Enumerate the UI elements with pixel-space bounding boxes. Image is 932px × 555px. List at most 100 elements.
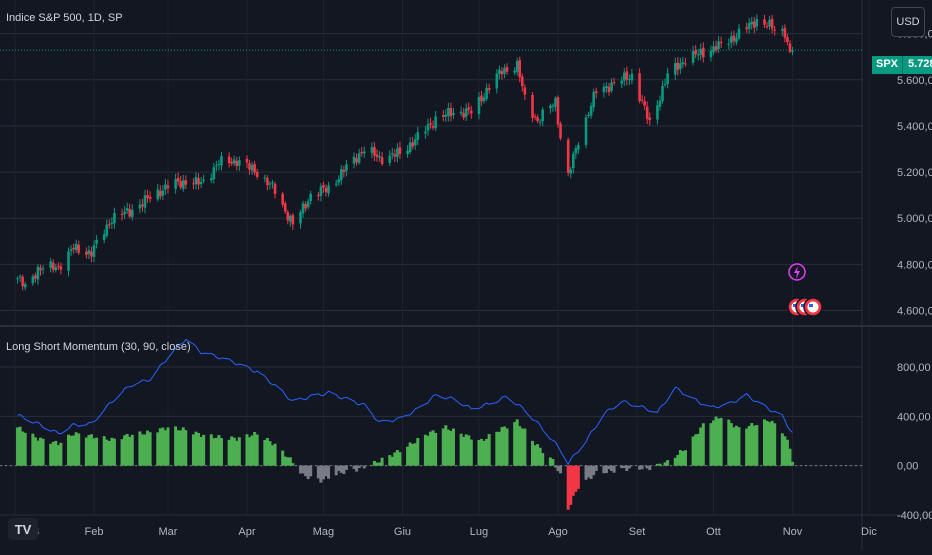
histogram-bar [462, 436, 466, 466]
flag-canton [801, 304, 805, 307]
histogram-bar [184, 430, 188, 466]
histogram-bar [89, 434, 93, 466]
indicator-title[interactable]: Long Short Momentum (30, 90, close) [6, 341, 191, 353]
candle-body [289, 215, 292, 222]
histogram-bar [273, 443, 277, 466]
price-tick-label: 5.400,00 [897, 121, 932, 133]
candle-body [714, 46, 718, 51]
candle-body [164, 184, 167, 190]
histogram-bar [380, 457, 384, 466]
histogram-bar [770, 420, 774, 466]
candle-body [21, 276, 24, 287]
histogram-bar [357, 465, 361, 469]
time-tick-label: Mar [158, 526, 177, 538]
histogram-bar [321, 465, 325, 480]
candle-body [424, 131, 427, 134]
candle-body [373, 146, 376, 156]
histogram-bar [413, 443, 417, 466]
histogram-bar [54, 440, 58, 466]
histogram-bar [174, 426, 178, 466]
candle-body [717, 41, 720, 49]
histogram-bar [788, 448, 792, 466]
histogram-bar [594, 465, 598, 471]
histogram-bar [607, 465, 611, 470]
candle-body [464, 108, 468, 117]
histogram-bar [569, 465, 573, 505]
candle-body [781, 29, 784, 31]
candle-body [18, 276, 22, 278]
histogram-bar [640, 465, 644, 470]
candle-body [238, 160, 241, 166]
symbol-title[interactable]: Indice S&P 500, 1D, SP [6, 12, 123, 24]
histogram-bar [643, 465, 647, 467]
candle-body [209, 178, 213, 181]
candle-body [485, 87, 488, 99]
histogram-bar [209, 434, 213, 466]
histogram-bar [372, 460, 376, 466]
histogram-bar [699, 427, 703, 466]
candle-body [441, 115, 445, 117]
candle-body [640, 99, 644, 101]
histogram-bar [574, 465, 578, 492]
candle-body [23, 284, 27, 288]
histogram-bar [148, 432, 152, 466]
histogram-bar [627, 465, 631, 469]
histogram-bar [283, 456, 287, 466]
histogram-bar [755, 425, 759, 466]
candle-body [360, 151, 363, 154]
histogram-bar [480, 438, 484, 466]
time-tick-label: Apr [238, 526, 255, 538]
candle-body [396, 148, 399, 158]
histogram-bar [219, 438, 223, 466]
histogram-bar [112, 438, 116, 466]
histogram-bar [495, 431, 499, 466]
histogram-bar [729, 423, 733, 466]
candle-body [74, 243, 78, 251]
histogram-bar [59, 442, 63, 466]
histogram-bar [199, 437, 203, 466]
candle-body [712, 46, 715, 53]
candle-body [248, 163, 251, 170]
histogram-bar [123, 435, 127, 466]
histogram-bar [67, 434, 71, 466]
histogram-bar [694, 434, 698, 466]
momentum-line [17, 338, 793, 466]
histogram-bar [612, 465, 616, 473]
candle-body [459, 111, 463, 114]
histogram-bar [74, 432, 78, 466]
candle-body [304, 204, 307, 209]
candle-body [217, 163, 221, 165]
histogram-bar [355, 465, 359, 472]
currency-button[interactable]: USD [891, 7, 925, 37]
candle-body [148, 196, 152, 199]
candle-body [498, 69, 501, 74]
candle-body [515, 61, 519, 72]
momentum-tick-label: 400,00 [897, 411, 931, 423]
candle-body [768, 20, 771, 27]
histogram-bar [750, 423, 754, 466]
candle-body [656, 105, 659, 120]
histogram-bar [589, 465, 593, 479]
candle-body [181, 180, 185, 189]
candle-body [587, 114, 590, 116]
candle-body [571, 153, 575, 169]
candle-body [380, 157, 384, 164]
histogram-bar [752, 425, 756, 466]
histogram-bar [288, 457, 292, 466]
histogram-bar [711, 420, 715, 466]
candle-body [447, 108, 450, 117]
histogram-bar [638, 465, 642, 470]
histogram-bar [230, 436, 234, 466]
tradingview-logo[interactable]: TV [8, 518, 38, 540]
candle-body [322, 185, 325, 188]
time-tick-label: Feb [85, 526, 104, 538]
histogram-bar [768, 422, 772, 466]
candle-body [607, 86, 611, 92]
histogram-bar [663, 462, 667, 466]
candle-body [319, 186, 323, 196]
histogram-bar [306, 465, 310, 480]
candle-body [788, 43, 792, 52]
histogram-bar [426, 435, 430, 466]
candle-body [663, 84, 667, 86]
